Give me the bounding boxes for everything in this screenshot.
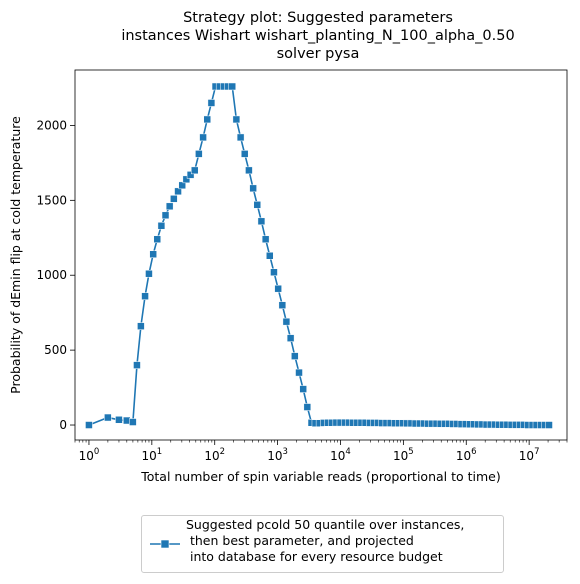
data-point-marker: [207, 99, 216, 107]
data-point-marker: [245, 166, 253, 175]
data-point-marker: [228, 82, 236, 91]
x-tick-label-exponent: 7: [534, 447, 539, 457]
data-point-marker: [182, 175, 191, 184]
legend-entry-line: then best parameter, and projected: [186, 533, 414, 548]
plot-area-frame: [74, 69, 568, 441]
x-tick-label-base: 10: [519, 449, 534, 463]
y-tick-label: 500: [44, 343, 67, 357]
x-tick-label-exponent: 1: [157, 447, 162, 457]
data-point-marker: [278, 301, 287, 309]
data-point-marker: [199, 133, 207, 142]
y-axis-ticks: 0 500 1000 1500 2000: [36, 118, 75, 432]
data-point-marker: [178, 181, 186, 190]
data-point-marker: [157, 222, 166, 230]
data-point-marker: [266, 252, 274, 260]
x-tick-label: 103: [267, 447, 288, 463]
chart-title-line-2: instances Wishart wishart_planting_N_100…: [121, 28, 514, 44]
x-tick-label-exponent: 5: [408, 447, 413, 457]
data-point-marker: [129, 418, 137, 426]
data-point-marker: [161, 211, 170, 220]
x-axis-label: Total number of spin variable reads (pro…: [140, 469, 501, 484]
x-tick-label: 100: [79, 447, 100, 463]
x-tick-label: 107: [519, 447, 540, 463]
data-point-marker: [174, 187, 182, 196]
y-tick-label: 2000: [36, 118, 67, 132]
legend-series-marker-icon: [150, 539, 180, 549]
y-axis-label: Probability of dEmin flip at cold temper…: [8, 116, 23, 394]
x-tick-label-base: 10: [141, 449, 156, 463]
chart-title: Strategy plot: Suggested parameters inst…: [121, 10, 514, 62]
x-tick-label-base: 10: [393, 449, 408, 463]
data-point-marker: [282, 317, 291, 326]
data-point-marker: [165, 202, 174, 211]
x-tick-label-base: 10: [456, 449, 471, 463]
data-point-marker: [257, 217, 266, 226]
chart-title-line-1: Strategy plot: Suggested parameters: [183, 10, 453, 26]
data-point-marker: [249, 184, 257, 193]
y-tick-label: 1000: [36, 268, 67, 282]
data-point-marker: [295, 368, 303, 377]
data-point-marker: [153, 235, 162, 244]
x-tick-label: 101: [141, 447, 162, 463]
legend-entry-line: Suggested pcold 50 quantile over instanc…: [186, 517, 465, 532]
x-tick-label-exponent: 3: [283, 447, 288, 457]
data-point-marker: [104, 413, 112, 422]
data-point-marker: [236, 133, 245, 142]
x-tick-label-exponent: 6: [471, 447, 476, 457]
x-tick-label-base: 10: [79, 449, 94, 463]
data-point-marker: [115, 416, 123, 424]
legend-entry-line: into database for every resource budget: [186, 549, 443, 564]
x-tick-label: 105: [393, 447, 414, 463]
data-point-marker: [141, 292, 149, 300]
data-point-marker: [195, 150, 203, 158]
series-line: [88, 85, 550, 426]
x-tick-label: 102: [204, 447, 225, 463]
x-tick-label-exponent: 0: [94, 447, 99, 457]
data-point-marker: [303, 403, 312, 411]
x-tick-label: 106: [456, 447, 477, 463]
x-tick-label-exponent: 2: [220, 447, 225, 457]
data-point-marker: [170, 195, 178, 203]
data-point-marker: [299, 385, 307, 393]
data-point-marker: [240, 150, 249, 158]
data-point-marker: [85, 421, 93, 429]
data-point-marker: [203, 115, 212, 124]
legend: Suggested pcold 50 quantile over instanc…: [141, 515, 504, 573]
data-point-marker: [274, 284, 282, 293]
x-tick-label: 104: [330, 447, 351, 463]
data-point-marker: [291, 352, 299, 360]
x-tick-label-base: 10: [204, 449, 219, 463]
chart-title-line-3: solver pysa: [277, 46, 360, 62]
x-tick-label-exponent: 4: [345, 447, 350, 457]
data-point-marker: [149, 250, 157, 258]
data-point-marker: [253, 201, 262, 209]
legend-entry-label: Suggested pcold 50 quantile over instanc…: [186, 517, 502, 565]
data-point-marker: [190, 166, 199, 175]
series-group: [85, 82, 553, 429]
x-tick-label-base: 10: [330, 449, 345, 463]
data-point-marker: [545, 421, 553, 429]
data-point-marker: [137, 322, 145, 330]
x-tick-label-base: 10: [267, 449, 282, 463]
data-point-marker: [186, 171, 195, 179]
data-point-marker: [270, 268, 278, 276]
data-point-marker: [133, 361, 141, 369]
data-point-marker: [286, 334, 295, 342]
y-tick-label: 1500: [36, 193, 67, 207]
data-point-marker: [232, 115, 241, 124]
data-point-marker: [145, 269, 153, 278]
data-point-marker: [261, 235, 270, 244]
y-tick-label: 0: [59, 418, 67, 432]
x-axis-ticks: 100 101 102 103 104 105 106 107: [74, 440, 568, 463]
